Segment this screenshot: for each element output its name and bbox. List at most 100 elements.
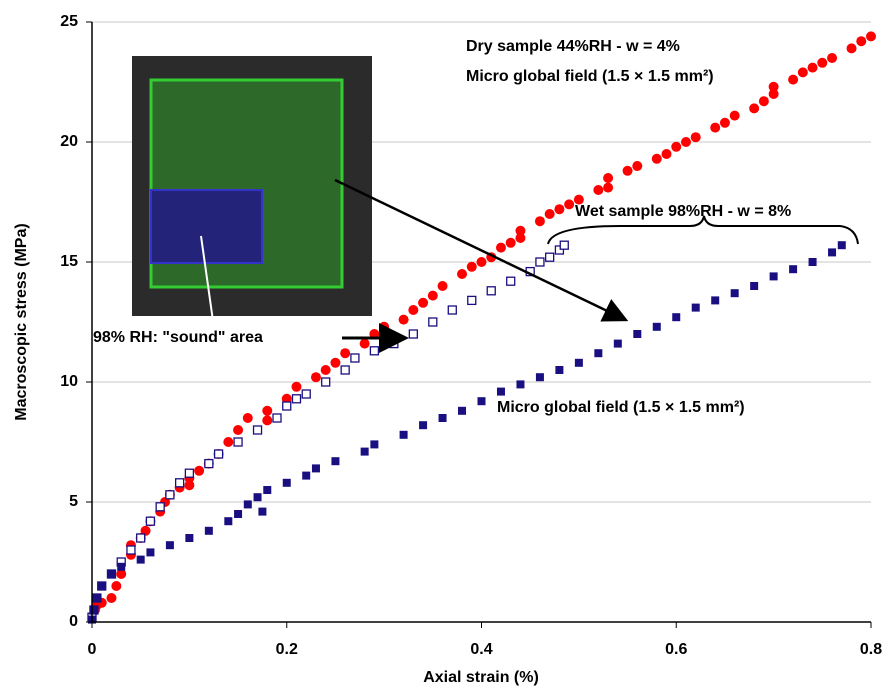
point [554,204,565,215]
point [291,394,302,404]
point [117,562,126,571]
point [320,365,331,375]
inset-blue-field [150,189,263,264]
point [213,449,224,459]
point [116,569,127,579]
x-axis-label: Axial strain (%) [423,669,539,686]
point [729,110,740,121]
point [827,53,838,63]
point [807,62,818,73]
point [749,103,760,114]
point [281,393,292,404]
point [194,465,205,476]
point [690,132,701,143]
point [311,464,320,473]
point [515,225,526,236]
point [846,43,857,54]
point [184,480,195,491]
point [126,545,136,555]
y-tick-label: 0 [69,613,78,630]
point [408,329,418,339]
point [174,478,185,488]
pointer-line [200,235,215,329]
annotation: Micro global field (1.5 × 1.5 mm²) [497,399,745,416]
point [272,413,282,423]
y-tick-label: 10 [60,373,78,390]
point [691,303,700,312]
point [711,296,720,305]
point [559,240,569,250]
point [340,365,350,375]
inset-image [132,56,372,316]
point [223,437,234,447]
point [622,165,633,176]
x-tick-label: 0.2 [276,641,298,658]
x-tick-label: 0.6 [665,641,687,658]
point [427,290,438,301]
point [457,269,468,279]
point [350,353,360,363]
point [146,548,155,557]
point [136,555,145,564]
point [262,415,273,426]
point [828,248,837,257]
point [594,349,603,358]
point [477,397,486,406]
point [856,36,867,47]
point [545,252,555,262]
point [106,593,117,603]
point [107,570,116,578]
point [476,257,487,267]
point [145,516,156,526]
point [282,478,291,487]
point [310,372,321,383]
point [252,425,263,435]
point [340,348,351,359]
point [808,258,817,266]
annotation: Wet sample 98%RH - w = 8% [575,203,791,220]
point [661,149,672,159]
point [574,358,583,367]
point [837,241,846,250]
annotation: Micro global field (1.5 × 1.5 mm²) [466,68,714,85]
point [204,526,213,535]
point [789,265,798,274]
point [89,606,98,614]
point [750,282,759,290]
point [370,440,379,449]
point [258,507,267,516]
point [438,414,447,422]
point [263,486,272,494]
point [399,430,408,439]
point [136,533,146,543]
point [632,161,643,171]
point [467,295,477,306]
y-axis-label: Macroscopic stress (MPa) [13,223,30,420]
point [291,381,302,392]
point [633,330,642,338]
point [282,401,292,411]
point [671,141,682,152]
data-marks [87,31,876,624]
point [419,421,428,430]
point [369,346,380,356]
point [111,581,122,591]
point [719,117,730,128]
y-tick-label: 20 [60,133,78,150]
point [428,317,438,327]
point [613,339,622,348]
arrow [334,178,629,322]
x-tick-label: 0.4 [470,641,492,658]
point [495,242,506,253]
x-tick-label: 0 [88,641,97,658]
point [97,582,106,590]
point [710,122,721,133]
brace [547,215,859,245]
point [92,594,101,602]
point [447,305,457,315]
point [506,276,516,286]
point [243,500,252,509]
point [593,185,604,195]
point [758,96,769,107]
point [515,233,526,243]
